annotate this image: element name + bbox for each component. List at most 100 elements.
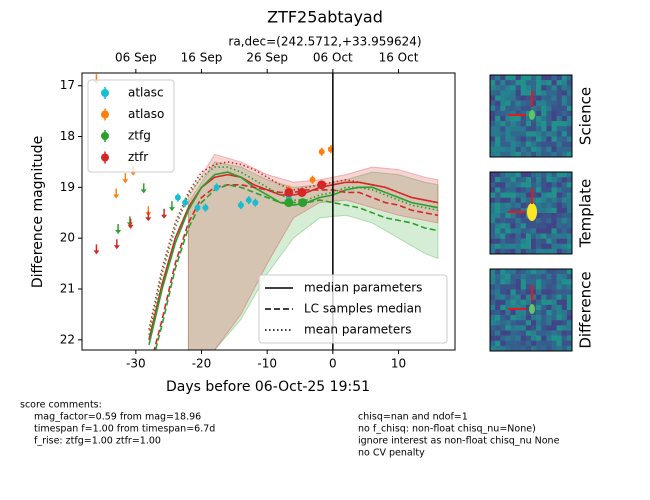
cutout-pixel (500, 330, 506, 336)
cutout-pixel (515, 116, 522, 122)
upper-limit (127, 218, 134, 229)
cutout-pixel (556, 192, 563, 198)
cutout-pixel (546, 172, 552, 178)
score-comment: ignore interest as non-float chisq_nu No… (358, 436, 560, 447)
cutout-pixel (531, 85, 537, 91)
cutout-pixel (505, 187, 511, 193)
cutout-pixel (495, 172, 501, 178)
cutout-pixel (510, 284, 516, 290)
cutout-pixel (556, 177, 563, 183)
cutout-pixel (510, 80, 516, 86)
cutout-pixel (495, 197, 501, 204)
cutout-pixel (500, 110, 506, 117)
cutout-pixel (505, 136, 511, 142)
cutout-pixel (561, 172, 568, 178)
cutout-pixel (510, 304, 516, 311)
cutout-pixel (510, 146, 516, 153)
cutout-pixel (566, 121, 573, 127)
cutout-pixel (536, 182, 542, 188)
cutout-pixel (551, 100, 557, 107)
cutout-pixel (546, 110, 552, 117)
cutout-pixel (500, 136, 506, 142)
cutout-pixel (561, 182, 568, 188)
cutout-pixel (551, 218, 557, 224)
limit-head (127, 224, 134, 229)
cutout-pixel (520, 100, 527, 107)
cutout-pixel (546, 131, 552, 137)
cutout-pixel (556, 131, 563, 137)
cutout-pixel (495, 345, 501, 352)
cutout-pixel (510, 95, 516, 101)
cutout-pixel (490, 105, 496, 112)
cutout-pixel (561, 335, 568, 342)
cutout-pixel (495, 299, 501, 306)
cutout-pixel (531, 146, 537, 153)
cutout-pixel (541, 141, 547, 148)
cutout-source (529, 304, 535, 314)
cutout-pixel (551, 279, 557, 285)
cutout-pixel (546, 80, 552, 86)
x2-tick-label: 06 Oct (313, 51, 353, 65)
legend-swatch (101, 132, 109, 140)
data-point (182, 199, 189, 206)
cutout-pixel (541, 151, 547, 158)
cutout-pixel (520, 274, 527, 280)
cutout-pixel (520, 335, 527, 342)
cutout-pixel (546, 192, 552, 198)
cutout-pixel (525, 279, 532, 285)
cutout-pixel (515, 284, 522, 290)
cutout-pixel (556, 100, 563, 107)
cutout-pixel (525, 238, 532, 245)
cutout-pixel (505, 269, 511, 275)
cutout-pixel (490, 197, 496, 204)
cutout-pixel (490, 187, 496, 193)
cutout-pixel (515, 136, 522, 142)
cutout-pixel (520, 192, 527, 198)
cutout-pixel (541, 223, 547, 229)
cutout-pixel (536, 320, 542, 326)
upper-limit (115, 224, 122, 235)
cutout-pixel (556, 294, 563, 301)
cutout-pixel (536, 228, 542, 234)
cutout-pixel (495, 335, 501, 342)
cutout-pixel (505, 304, 511, 311)
cutout-pixel (505, 320, 511, 326)
cutout-pixel (490, 238, 496, 245)
cutout-pixel (546, 75, 552, 81)
cutout-pixel (536, 315, 542, 321)
limit-head (161, 214, 168, 219)
cutout-pixel (505, 197, 511, 204)
cutout-pixel (536, 136, 542, 142)
cutout-pixel (500, 95, 506, 101)
cutout-pixel (541, 207, 547, 214)
cutout-pixel (490, 320, 496, 326)
cutout-pixel (531, 192, 537, 198)
cutout-pixel (510, 131, 516, 137)
cutout-pixel (500, 299, 506, 306)
cutout-pixel (505, 116, 511, 122)
cutout-pixel (500, 228, 506, 234)
model-curve (148, 171, 439, 346)
cutout-pixel (556, 218, 563, 224)
cutout-pixel (500, 289, 506, 295)
cutout-pixel (566, 131, 573, 137)
cutout-pixel (551, 274, 557, 280)
cutout-pixel (556, 248, 563, 255)
model-curve (148, 166, 439, 335)
cutout-pixel (536, 126, 542, 132)
cutout-pixel (505, 192, 511, 198)
cutout-pixel (546, 340, 552, 347)
cutout-pixel (566, 177, 573, 183)
cutout-pixel (561, 136, 568, 142)
cutout-pixel (546, 85, 552, 91)
cutout-pixel (561, 320, 568, 326)
cutout-pixel (541, 345, 547, 352)
cutout-frame (489, 268, 573, 352)
cutout-pixel (561, 274, 568, 280)
cutout-pixel (505, 279, 511, 285)
cutout-pixel (551, 345, 557, 352)
cutout-pixel (520, 172, 527, 178)
cutout-pixel (561, 85, 568, 91)
cutout-pixel (566, 345, 573, 352)
cutout-frame (489, 74, 573, 158)
